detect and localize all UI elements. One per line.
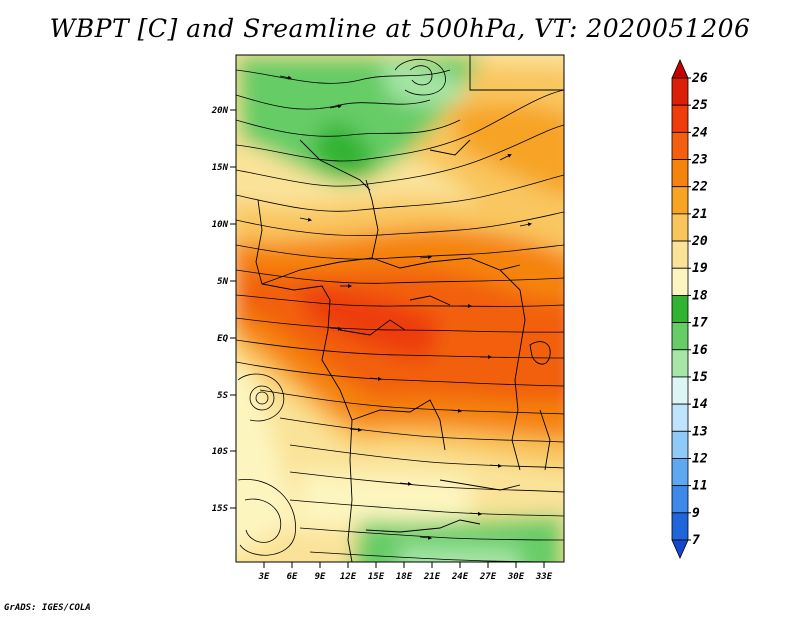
lat-label: 15S xyxy=(212,504,229,514)
colorbar-label: 16 xyxy=(692,343,708,358)
streamlines xyxy=(236,58,564,562)
map-frame xyxy=(235,54,565,563)
colorbar-swatch xyxy=(671,186,689,215)
lon-label: 21E xyxy=(423,572,441,582)
colorbar-label: 25 xyxy=(691,98,708,113)
colorbar-label: 13 xyxy=(692,424,708,439)
colorbar-label: 19 xyxy=(692,261,708,276)
colorbar-label: 21 xyxy=(691,207,708,222)
colorbar-label: 22 xyxy=(691,180,708,195)
lon-label: 15E xyxy=(368,572,385,582)
lat-label: 5N xyxy=(217,277,228,287)
lat-label: 5S xyxy=(217,391,228,401)
lon-label: 30E xyxy=(507,572,525,582)
lon-label: 9E xyxy=(315,572,326,582)
colorbar-label: 17 xyxy=(692,316,708,331)
lon-label: 6E xyxy=(287,572,298,582)
colorbar-swatch xyxy=(671,104,689,133)
colorbar-swatch xyxy=(671,485,689,514)
lat-label: 15N xyxy=(212,163,229,173)
colorbar-top-arrow xyxy=(671,59,689,79)
lon-label: 33E xyxy=(535,572,553,582)
colorbar-swatch xyxy=(671,295,689,323)
map-plot-area xyxy=(236,55,564,562)
grads-credit: GrADS: IGES/COLA xyxy=(4,603,91,613)
lon-label: 24E xyxy=(451,572,469,582)
colorbar-label: 11 xyxy=(692,479,708,494)
lat-label: 10S xyxy=(212,447,229,457)
colorbar-swatch xyxy=(671,131,689,160)
colorbar-label: 7 xyxy=(692,533,700,548)
country-borders xyxy=(255,55,564,562)
colorbar-swatch xyxy=(671,458,689,487)
lon-label: 27E xyxy=(479,572,497,582)
colorbar-label: 9 xyxy=(692,506,700,521)
colorbar-swatch xyxy=(671,512,689,541)
colorbar-bottom-arrow xyxy=(671,539,689,559)
colorbar-swatch xyxy=(671,349,689,378)
colorbar-swatch xyxy=(671,376,689,405)
wbpt-shading xyxy=(236,55,564,562)
colorbar-swatch xyxy=(671,213,689,242)
colorbar: 26 25 24 23 22 21 20 19 18 17 16 15 14 13 12 11 9 7 xyxy=(671,59,708,559)
latitude-axis: 20N 15N 10N 5N EQ 5S 10S 15S xyxy=(211,106,236,514)
colorbar-label: 15 xyxy=(692,370,708,385)
colorbar-swatch xyxy=(671,322,689,351)
colorbar-label: 20 xyxy=(691,234,708,249)
colorbar-swatch xyxy=(671,430,689,459)
lat-label: 10N xyxy=(212,220,229,230)
lat-label: EQ xyxy=(217,334,228,344)
colorbar-label: 12 xyxy=(692,451,708,466)
colorbar-swatch xyxy=(671,403,689,432)
colorbar-label: 14 xyxy=(692,397,708,412)
colorbar-label: 26 xyxy=(691,71,708,86)
lon-label: 12E xyxy=(340,572,357,582)
colorbar-swatch xyxy=(671,267,689,296)
map-title: WBPT [C] and Sreamline at 500hPa, VT: 20… xyxy=(49,14,751,43)
colorbar-label: 24 xyxy=(691,125,708,140)
colorbar-label: 23 xyxy=(691,153,708,168)
colorbar-swatch xyxy=(671,77,689,106)
colorbar-swatch xyxy=(671,159,689,188)
colorbar-label: 18 xyxy=(692,288,708,303)
longitude-axis: 3E 6E 9E 12E 15E 18E 21E 24E 27E 30E 33E xyxy=(258,562,553,582)
lon-label: 3E xyxy=(258,572,270,582)
lat-label: 20N xyxy=(211,106,229,116)
colorbar-swatch xyxy=(671,240,689,269)
lon-label: 18E xyxy=(396,572,413,582)
